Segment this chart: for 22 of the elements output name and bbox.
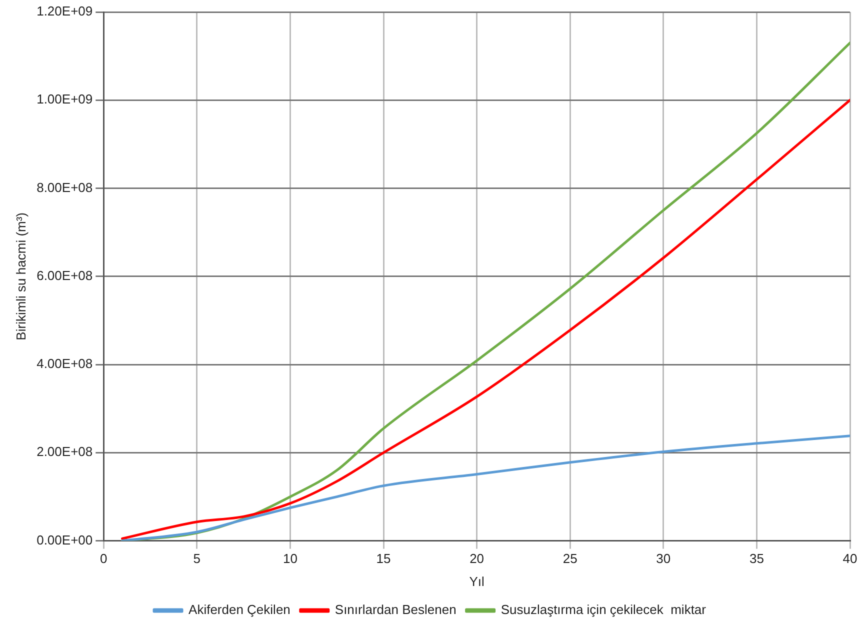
y-tick-label: 1.00E+09 xyxy=(36,92,93,107)
x-tick-label: 25 xyxy=(562,551,578,566)
x-axis-title: Yıl xyxy=(469,574,485,589)
y-tick-label: 2.00E+08 xyxy=(36,444,93,460)
x-tick-label: 5 xyxy=(193,551,201,566)
x-tick-label: 30 xyxy=(656,551,671,566)
y-axis-title: Birikimli su hacmi (m³) xyxy=(13,212,28,340)
legend-label: Akiferden Çekilen xyxy=(188,602,290,618)
x-tick-label: 40 xyxy=(842,551,858,566)
y-tick-label: 1.20E+09 xyxy=(36,4,93,19)
x-tick-label: 10 xyxy=(282,551,298,566)
y-tick-label: 6.00E+08 xyxy=(36,268,93,283)
y-tick-label: 8.00E+08 xyxy=(36,180,93,195)
x-tick-label: 20 xyxy=(470,551,484,566)
x-tick-label: 35 xyxy=(749,551,764,566)
legend-label: Sınırlardan Beslenen xyxy=(334,602,456,618)
x-tick-label: 15 xyxy=(376,551,391,566)
x-tick-label: 0 xyxy=(100,551,108,566)
y-tick-label: 0.00E+00 xyxy=(36,532,93,548)
line-series xyxy=(121,434,850,541)
legend-label: Susuzlaştırma için çekilecek miktar xyxy=(500,602,707,618)
y-tick-label: 4.00E+08 xyxy=(36,356,93,372)
